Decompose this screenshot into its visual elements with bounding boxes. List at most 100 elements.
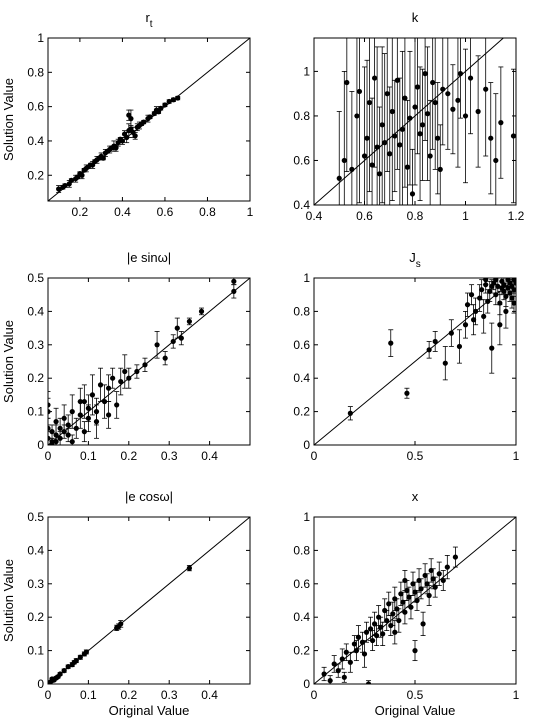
y-axis-title: Solution Value xyxy=(1,559,16,642)
data-point xyxy=(408,604,414,610)
x-tick-label: 0.2 xyxy=(120,688,137,702)
x-tick-label: 0.6 xyxy=(157,205,174,219)
data-point xyxy=(158,105,164,111)
x-axis-title: Original Value xyxy=(375,703,456,718)
data-point xyxy=(419,122,426,128)
data-point xyxy=(170,338,176,345)
data-point xyxy=(457,71,464,77)
data-point xyxy=(118,621,124,627)
data-point xyxy=(89,392,96,398)
data-point xyxy=(69,439,75,445)
data-point xyxy=(69,409,75,415)
data-point xyxy=(464,302,471,308)
data-point xyxy=(56,186,62,192)
data-point xyxy=(321,671,327,677)
data-point xyxy=(339,656,345,662)
data-point xyxy=(510,133,516,139)
data-point xyxy=(369,637,376,644)
y-tick-label: 0.4 xyxy=(27,304,44,318)
y-axis-title: Solution Value xyxy=(1,78,16,161)
data-point xyxy=(418,586,424,592)
data-layer xyxy=(314,38,516,205)
data-point xyxy=(106,412,112,418)
data-point xyxy=(365,681,372,684)
x-tick-label: 0.5 xyxy=(407,449,424,463)
data-point xyxy=(420,621,426,627)
y-tick-label: 0.6 xyxy=(293,153,310,167)
data-point xyxy=(392,629,398,635)
x-tick-label: 0.8 xyxy=(199,205,216,219)
y-axis-title: Solution Value xyxy=(1,320,16,403)
data-point xyxy=(483,86,489,92)
panel-title: |e sinω| xyxy=(127,250,171,265)
data-point xyxy=(134,368,140,375)
y-tick-label: 0.3 xyxy=(27,338,44,352)
data-point xyxy=(426,592,432,599)
y-tick-label: 0.4 xyxy=(27,134,44,148)
data-point xyxy=(426,347,432,353)
data-point xyxy=(377,171,383,177)
x-tick-label: 0.8 xyxy=(407,209,424,223)
identity-line xyxy=(314,278,516,445)
data-point xyxy=(498,120,504,126)
data-point xyxy=(386,601,392,607)
data-point xyxy=(132,133,138,139)
data-point xyxy=(489,283,495,289)
data-point xyxy=(347,410,353,416)
x-tick-label: 1.2 xyxy=(508,209,525,223)
data-point xyxy=(503,308,509,314)
data-point xyxy=(425,111,431,117)
chart-panel-3: 0 0.1 0.2 0.3 0.4 0 0.1 0.2 0.3 0.4 0.5 |e sinω| Sol… xyxy=(1,250,251,463)
data-point xyxy=(427,153,433,159)
data-point xyxy=(162,102,168,108)
x-tick-label: 0.2 xyxy=(120,449,137,463)
plot-frame xyxy=(47,277,251,446)
data-point xyxy=(374,144,380,150)
data-point xyxy=(392,133,398,139)
x-tick-label: 0.3 xyxy=(161,688,178,702)
y-tick-label: 0.2 xyxy=(27,610,44,624)
data-point xyxy=(366,99,373,106)
data-point xyxy=(175,95,181,101)
data-point xyxy=(48,402,51,408)
data-point xyxy=(65,422,71,428)
data-point xyxy=(68,177,74,184)
data-point xyxy=(65,664,71,670)
data-point xyxy=(361,651,368,657)
x-tick-label: 0 xyxy=(45,449,52,463)
data-point xyxy=(396,617,402,624)
data-point xyxy=(374,632,380,639)
x-tick-label: 0 xyxy=(45,688,52,702)
data-point xyxy=(481,313,487,320)
data-point xyxy=(407,115,413,121)
x-tick-label: 0.4 xyxy=(306,209,323,223)
data-point xyxy=(341,674,347,680)
data-point xyxy=(456,343,463,350)
x-tick-label: 0.1 xyxy=(80,688,97,702)
y-tick-label: 0.4 xyxy=(27,543,44,557)
data-point xyxy=(49,676,55,682)
data-point xyxy=(48,409,51,415)
data-point xyxy=(493,278,499,283)
data-point xyxy=(442,360,448,366)
data-point xyxy=(448,330,454,336)
data-point xyxy=(53,439,59,445)
data-point xyxy=(57,435,63,441)
data-point xyxy=(402,609,408,615)
x-tick-label: 0 xyxy=(311,688,318,702)
data-layer xyxy=(48,38,250,201)
data-point xyxy=(162,355,168,361)
data-point xyxy=(450,106,456,112)
y-tick-label: 0 xyxy=(303,438,310,452)
data-point xyxy=(483,278,489,283)
data-point xyxy=(379,122,385,128)
data-point xyxy=(432,99,438,106)
chart-panel-5: 0 0.1 0.2 0.3 0.4 0 0.1 0.2 0.3 0.4 0.5 |e cosω| Sol… xyxy=(1,489,251,718)
data-point xyxy=(473,308,479,314)
x-axis-title: Original Value xyxy=(109,703,190,718)
panel-title-subscript: t xyxy=(150,19,153,30)
data-point xyxy=(479,287,485,293)
data-point xyxy=(110,375,116,381)
